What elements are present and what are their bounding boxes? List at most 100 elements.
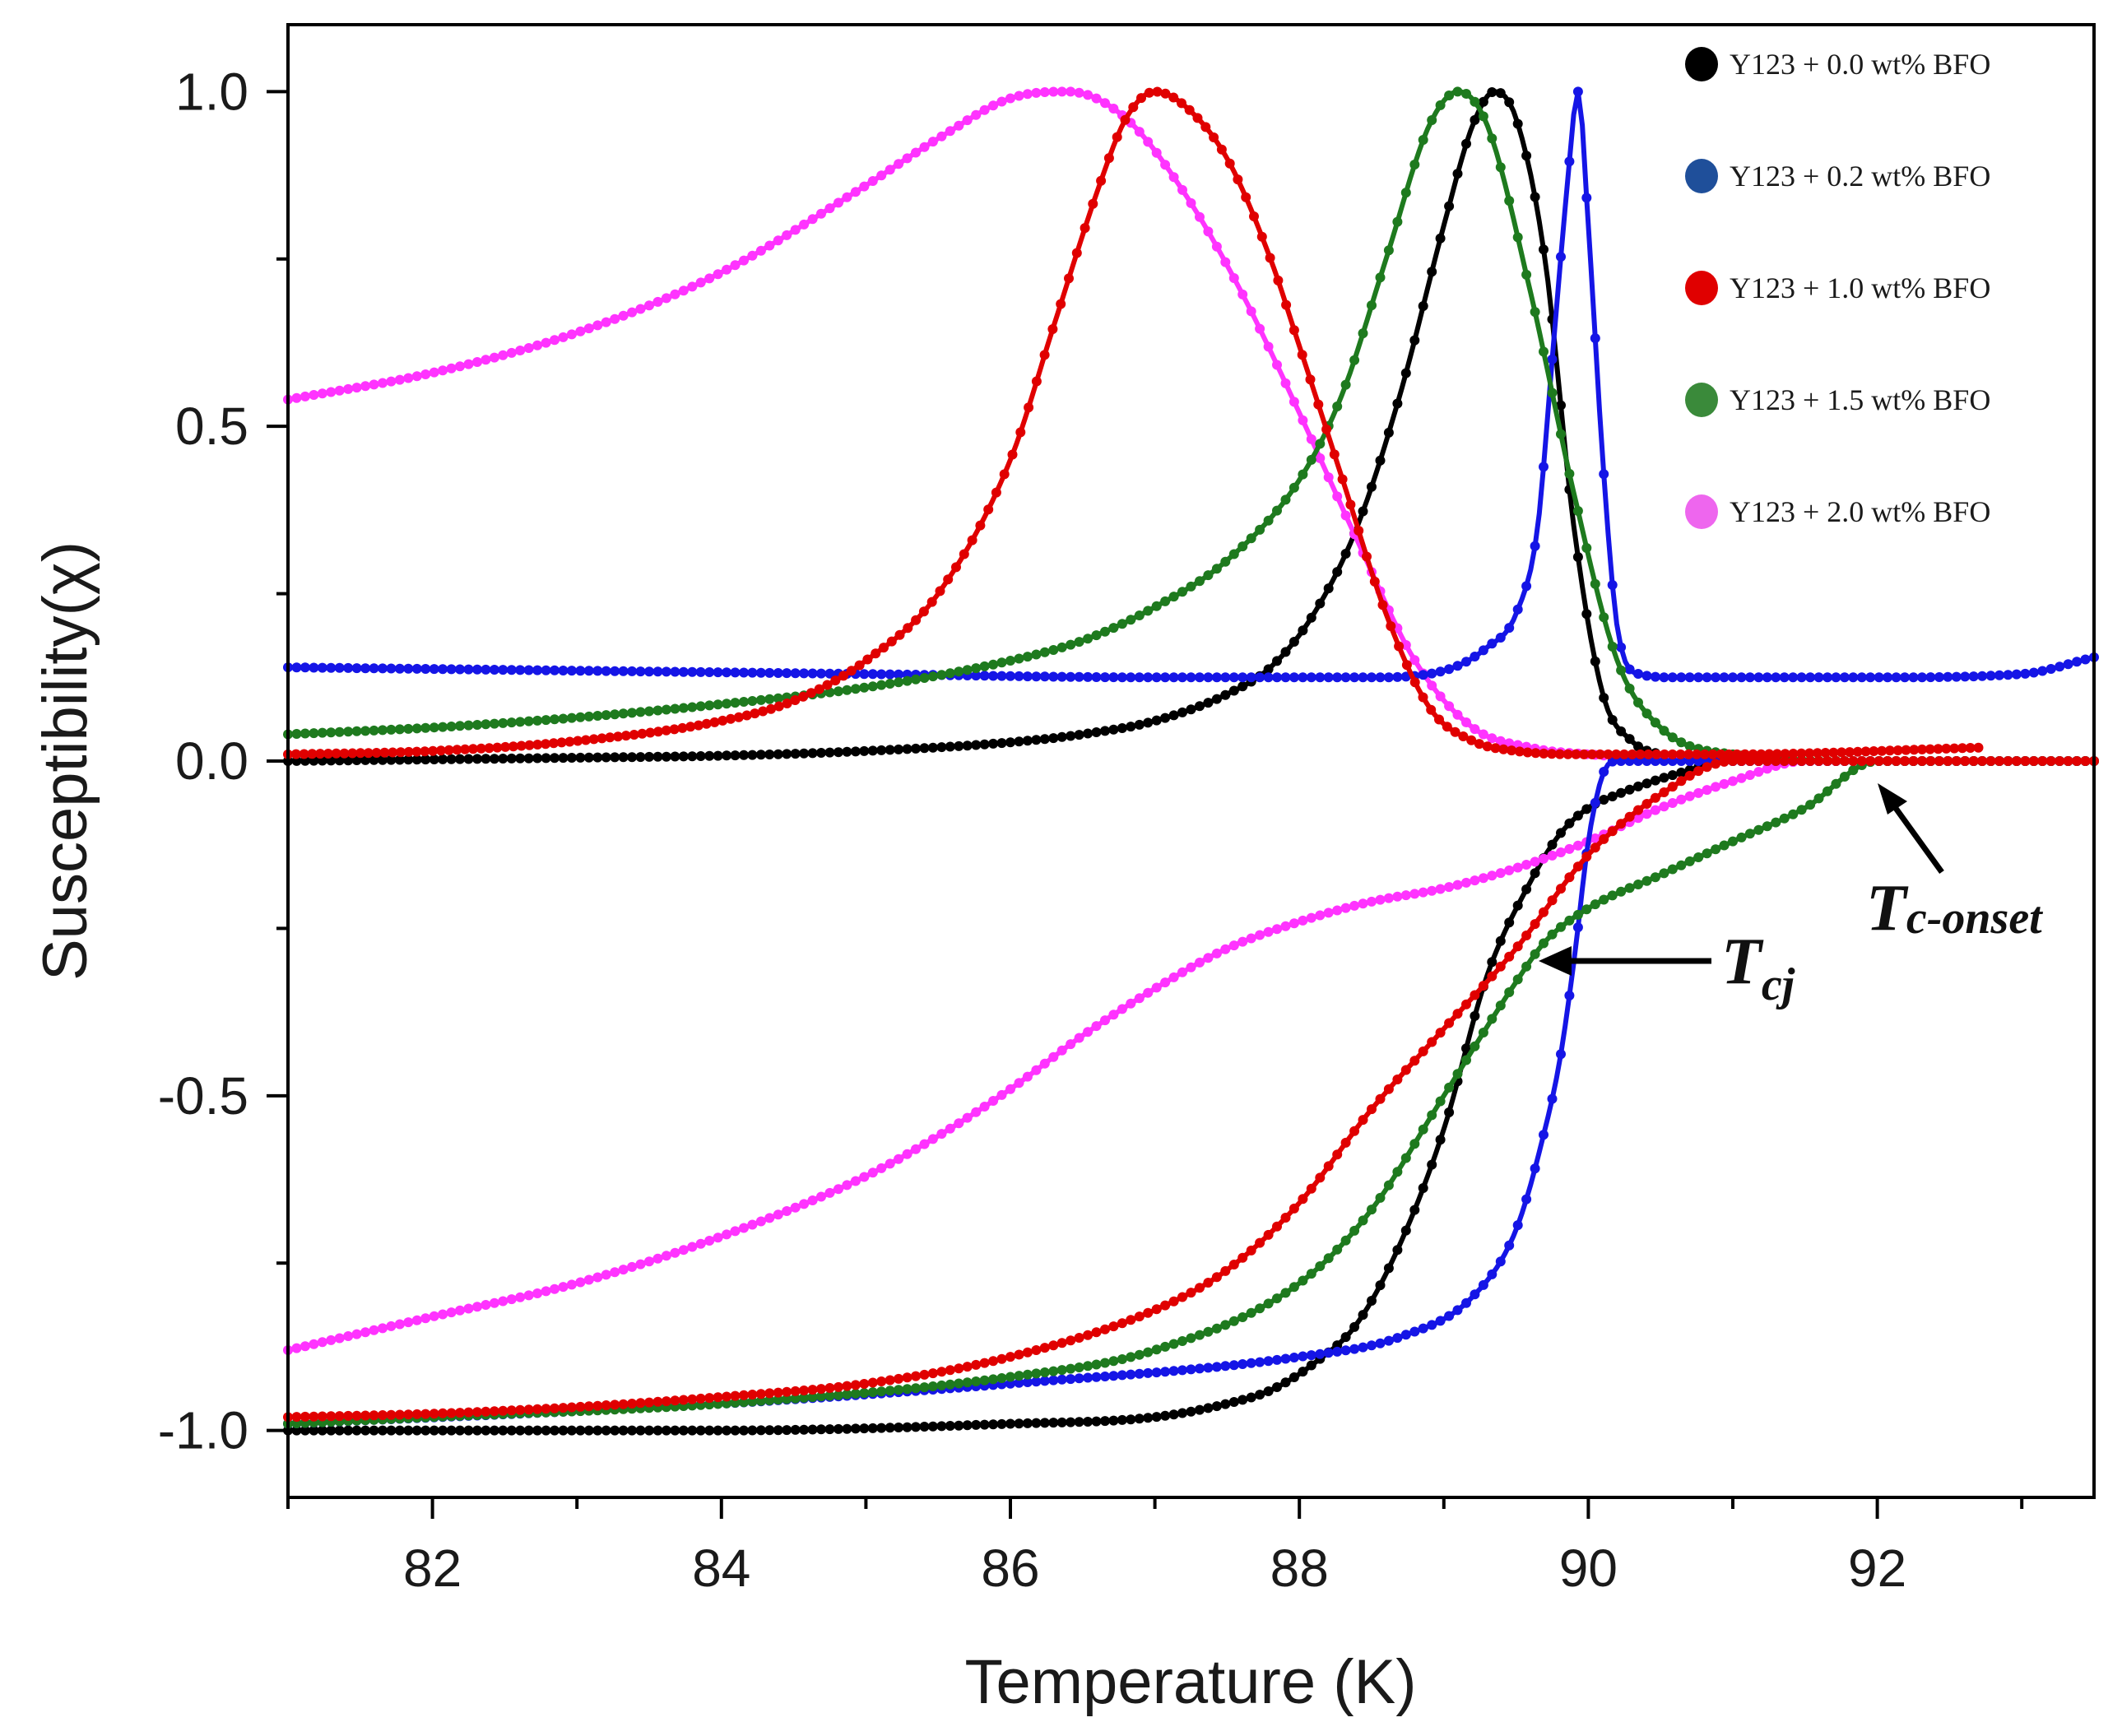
data-point bbox=[1323, 907, 1334, 918]
data-point bbox=[1444, 882, 1455, 893]
data-point bbox=[1521, 1194, 1532, 1205]
data-point bbox=[1306, 1183, 1316, 1194]
data-point bbox=[472, 357, 482, 367]
data-point bbox=[394, 1409, 405, 1420]
data-point bbox=[1186, 1288, 1196, 1298]
data-point bbox=[1572, 810, 1583, 821]
data-point bbox=[386, 1425, 397, 1436]
data-point bbox=[1856, 672, 1867, 683]
data-point bbox=[1168, 972, 1179, 982]
data-point bbox=[1048, 1051, 1059, 1062]
data-point bbox=[1641, 875, 1652, 886]
data-point bbox=[945, 126, 955, 137]
data-point bbox=[1487, 870, 1497, 881]
data-point bbox=[967, 535, 977, 545]
data-point bbox=[988, 1356, 999, 1367]
data-point bbox=[824, 668, 835, 679]
data-point bbox=[1340, 510, 1351, 521]
data-point bbox=[996, 1418, 1007, 1429]
data-point bbox=[1203, 1278, 1214, 1288]
data-point bbox=[730, 1390, 741, 1401]
data-point bbox=[1564, 915, 1575, 926]
data-point bbox=[1504, 1240, 1515, 1251]
data-point bbox=[1255, 1303, 1265, 1314]
data-point bbox=[1031, 1418, 1042, 1428]
data-point bbox=[500, 741, 511, 752]
data-point bbox=[1272, 924, 1282, 935]
data-point bbox=[515, 1292, 526, 1302]
data-point bbox=[1512, 232, 1523, 243]
data-point bbox=[790, 695, 801, 705]
data-point bbox=[1298, 1351, 1308, 1362]
data-point bbox=[954, 1363, 964, 1374]
data-point bbox=[701, 718, 712, 729]
data-point bbox=[1571, 749, 1581, 759]
data-point bbox=[1005, 737, 1015, 748]
data-point bbox=[290, 749, 301, 759]
data-point bbox=[945, 1365, 955, 1376]
data-point bbox=[610, 752, 620, 763]
data-point bbox=[532, 1425, 543, 1436]
data-point bbox=[1345, 499, 1356, 510]
data-point bbox=[1470, 1010, 1480, 1021]
data-point bbox=[498, 717, 508, 728]
data-point bbox=[1272, 672, 1282, 683]
data-point bbox=[661, 725, 671, 736]
data-point bbox=[670, 1395, 680, 1406]
data-point bbox=[1684, 791, 1695, 801]
data-point bbox=[1177, 587, 1187, 597]
data-point bbox=[782, 1394, 792, 1404]
data-point bbox=[1442, 722, 1452, 732]
data-point bbox=[2080, 756, 2091, 766]
data-point bbox=[1323, 672, 1334, 683]
data-point bbox=[438, 754, 448, 764]
data-point bbox=[1298, 415, 1308, 425]
data-point bbox=[1117, 1414, 1127, 1425]
data-point bbox=[1611, 749, 1622, 759]
data-point bbox=[1925, 672, 1936, 683]
data-point bbox=[911, 674, 921, 685]
data-point bbox=[1233, 174, 1243, 185]
data-point bbox=[343, 1331, 354, 1341]
data-point bbox=[704, 1425, 715, 1436]
data-point bbox=[515, 1404, 526, 1415]
data-point bbox=[371, 748, 382, 758]
data-point bbox=[492, 742, 503, 753]
data-point bbox=[299, 1425, 310, 1436]
data-point bbox=[1039, 1376, 1050, 1386]
data-point bbox=[988, 671, 999, 681]
data-point bbox=[489, 1406, 499, 1417]
data-point bbox=[1848, 672, 1859, 683]
data-point bbox=[867, 1423, 878, 1433]
data-point bbox=[291, 1425, 302, 1436]
data-point bbox=[463, 664, 474, 675]
data-point bbox=[1874, 672, 1884, 683]
data-point bbox=[1848, 756, 1859, 766]
data-point bbox=[1117, 672, 1127, 683]
data-point bbox=[1237, 1312, 1248, 1322]
data-point bbox=[1504, 196, 1515, 206]
data-point bbox=[1211, 1362, 1222, 1372]
data-point bbox=[1470, 990, 1480, 1000]
data-point bbox=[588, 734, 599, 745]
data-point bbox=[687, 702, 698, 713]
data-point bbox=[355, 748, 366, 759]
data-point bbox=[411, 723, 422, 734]
data-point bbox=[379, 747, 390, 758]
data-point bbox=[1186, 1406, 1196, 1417]
data-point bbox=[1461, 657, 1471, 667]
data-point bbox=[1108, 724, 1119, 735]
data-point bbox=[1108, 1415, 1119, 1426]
data-point bbox=[455, 754, 465, 764]
data-point bbox=[1228, 1397, 1239, 1407]
data-point bbox=[695, 1393, 706, 1404]
data-point bbox=[1022, 89, 1033, 100]
data-point bbox=[1409, 335, 1420, 346]
data-point bbox=[326, 662, 337, 673]
data-point bbox=[1349, 1225, 1360, 1236]
data-point bbox=[747, 696, 758, 706]
data-point bbox=[1298, 469, 1308, 480]
data-point bbox=[871, 648, 881, 659]
data-point bbox=[1255, 1390, 1265, 1400]
data-point bbox=[610, 1425, 620, 1436]
